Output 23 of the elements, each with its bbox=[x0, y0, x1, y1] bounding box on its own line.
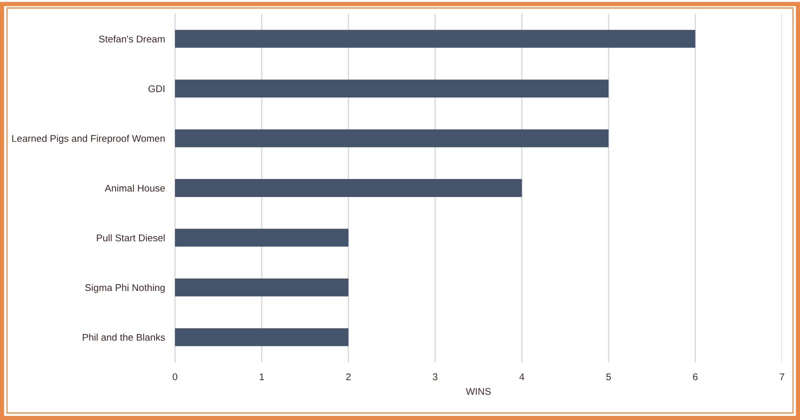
x-tick-label: 6 bbox=[693, 373, 698, 380]
x-tick-label: 5 bbox=[606, 373, 611, 380]
bar bbox=[175, 278, 348, 296]
y-tick-label: Learned Pigs and Fireproof Women bbox=[12, 134, 165, 144]
bar bbox=[175, 179, 522, 197]
y-tick-label: Animal House bbox=[104, 184, 165, 192]
y-tick-label: Pull Start Diesel bbox=[96, 234, 165, 242]
y-tick-label: Stefan's Dream bbox=[99, 35, 165, 42]
y-tick-label: Sigma Phi Nothing bbox=[85, 284, 165, 293]
bar bbox=[175, 129, 609, 148]
x-tick-label: 7 bbox=[780, 373, 784, 380]
x-tick-label: 3 bbox=[432, 373, 438, 380]
x-tick-label: 0 bbox=[172, 373, 178, 380]
x-tick-label: 1 bbox=[260, 373, 264, 380]
x-tick-label: 2 bbox=[346, 373, 351, 380]
x-tick-label: 4 bbox=[519, 373, 524, 380]
bar bbox=[175, 30, 696, 48]
bar bbox=[175, 328, 348, 346]
bar bbox=[175, 228, 348, 247]
y-tick-label: GDI bbox=[148, 85, 164, 92]
y-tick-label: Phil and the Blanks bbox=[82, 334, 165, 341]
bar bbox=[175, 80, 609, 98]
x-axis-title: WINS bbox=[466, 388, 491, 395]
